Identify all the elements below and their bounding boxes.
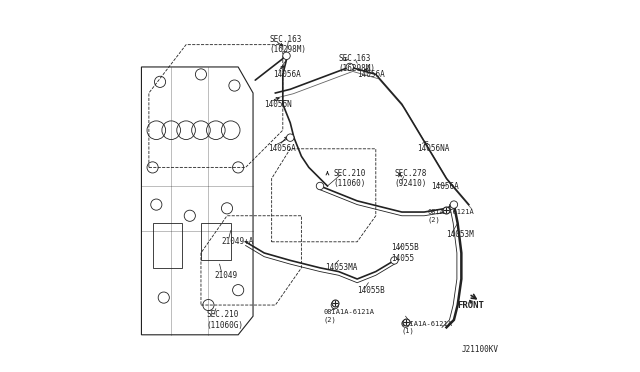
Circle shape xyxy=(390,257,398,264)
Circle shape xyxy=(316,182,324,190)
Text: 14056A: 14056A xyxy=(273,70,301,79)
Circle shape xyxy=(287,134,294,141)
Text: 14056A: 14056A xyxy=(357,70,385,79)
Text: 08IA1A-6121A
(1): 08IA1A-6121A (1) xyxy=(402,321,453,334)
Text: 08IAB-6121A
(2): 08IAB-6121A (2) xyxy=(428,209,475,222)
Text: 08IA1A-6121A
(2): 08IA1A-6121A (2) xyxy=(324,310,375,323)
Circle shape xyxy=(346,63,353,71)
Bar xyxy=(152,223,182,268)
Text: 14056N: 14056N xyxy=(264,100,292,109)
Text: SEC.163
(16298M): SEC.163 (16298M) xyxy=(270,35,307,54)
Circle shape xyxy=(331,301,339,309)
Text: 14056A: 14056A xyxy=(268,144,296,153)
Text: SEC.163
(16298M): SEC.163 (16298M) xyxy=(339,54,376,73)
Text: 21049: 21049 xyxy=(214,271,237,280)
Text: FRONT: FRONT xyxy=(458,301,484,310)
Text: 14053M: 14053M xyxy=(447,230,474,239)
Text: 14053MA: 14053MA xyxy=(326,263,358,272)
Circle shape xyxy=(283,52,291,60)
Circle shape xyxy=(450,201,458,208)
Text: SEC.210
(11060G): SEC.210 (11060G) xyxy=(207,310,244,330)
Text: 14055B
14055: 14055B 14055 xyxy=(390,243,419,263)
Bar xyxy=(201,223,231,260)
Text: 14056NA: 14056NA xyxy=(417,144,449,153)
Text: SEC.210
(11060): SEC.210 (11060) xyxy=(333,169,365,188)
Text: J21100KV: J21100KV xyxy=(461,345,499,354)
Text: 14056A: 14056A xyxy=(431,182,460,190)
Text: 21049+A: 21049+A xyxy=(221,237,254,246)
Text: SEC.278
(92410): SEC.278 (92410) xyxy=(394,169,427,188)
Text: 14055B: 14055B xyxy=(357,286,385,295)
Circle shape xyxy=(402,320,410,327)
